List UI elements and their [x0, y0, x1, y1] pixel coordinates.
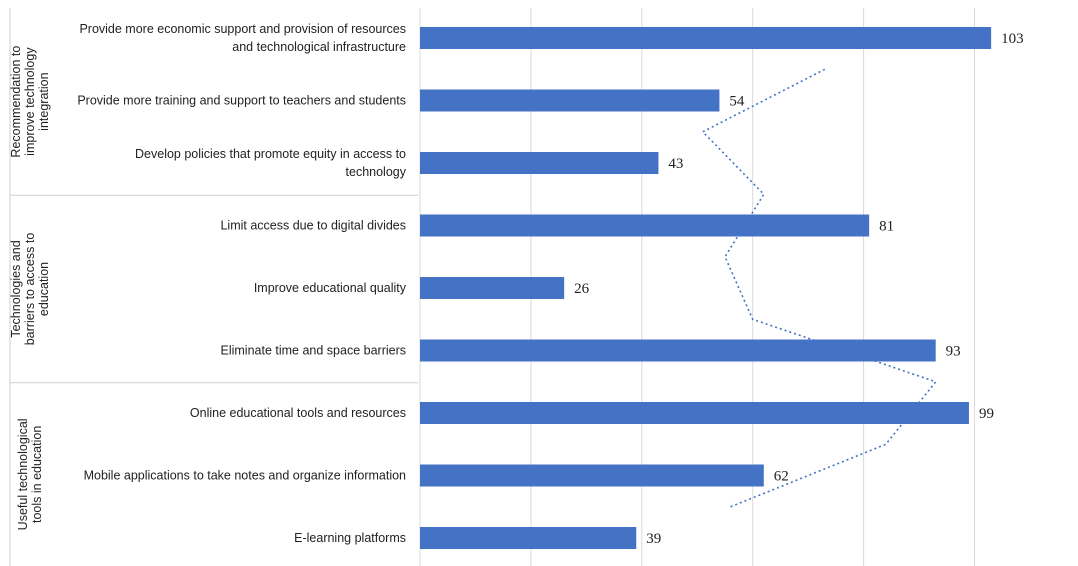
trendline-path	[701, 68, 938, 508]
trendline	[701, 68, 938, 508]
value-label: 103	[1001, 31, 1024, 47]
group-label: Technologies andbarriers to access toedu…	[9, 233, 51, 346]
category-label: Mobile applications to take notes and or…	[84, 469, 406, 483]
group-label: Useful technologicaltools in education	[16, 418, 44, 530]
group-labels: Recommendation toimprove technologyinteg…	[9, 46, 51, 531]
bars	[420, 27, 992, 549]
value-label: 43	[668, 156, 683, 172]
category-label: E-learning platforms	[294, 531, 406, 545]
bar	[420, 152, 659, 174]
value-label: 39	[646, 531, 661, 547]
category-label: Limit access due to digital divides	[220, 219, 406, 233]
bar	[420, 402, 969, 424]
value-label: 54	[729, 94, 745, 110]
category-label: Provide more training and support to tea…	[77, 94, 406, 108]
bar	[420, 27, 992, 49]
group-dividers	[9, 8, 418, 566]
bar	[420, 527, 637, 549]
value-label: 26	[574, 281, 590, 297]
bar	[420, 464, 764, 487]
value-label: 81	[879, 219, 894, 235]
bar	[420, 214, 870, 237]
category-label: Online educational tools and resources	[190, 406, 406, 420]
category-labels: Provide more economic support and provis…	[77, 22, 406, 545]
bar	[420, 89, 720, 112]
value-label: 62	[774, 469, 789, 485]
category-label: Improve educational quality	[254, 281, 407, 295]
category-label: Provide more economic support and provis…	[79, 22, 406, 54]
bar	[420, 277, 565, 299]
value-labels: 103 54 43 81 26 93 99 62 39	[574, 31, 1023, 547]
bar	[420, 339, 936, 362]
category-label: Eliminate time and space barriers	[221, 344, 407, 358]
category-label: Develop policies that promote equity in …	[135, 147, 407, 179]
value-label: 93	[946, 344, 961, 360]
group-label: Recommendation toimprove technologyinteg…	[9, 46, 51, 158]
value-label: 99	[979, 406, 994, 422]
